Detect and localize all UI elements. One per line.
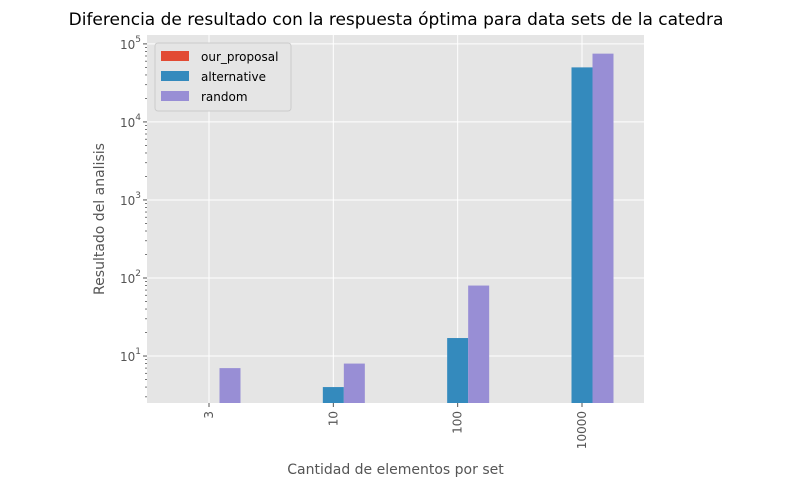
bar-alternative — [322, 387, 344, 403]
x-tick-label: 3 — [202, 411, 216, 419]
y-tick-label: 102 — [120, 269, 141, 286]
bar-alternative — [571, 67, 593, 403]
bar-alternative — [447, 338, 469, 403]
legend: our_proposal alternative random — [154, 42, 292, 112]
bar-random — [219, 368, 241, 403]
y-tick-label: 101 — [120, 347, 141, 364]
y-tick-label: 104 — [120, 113, 141, 130]
x-axis-label: Cantidad de elementos por set — [287, 462, 504, 478]
chart-title: Diferencia de resultado con la respuesta… — [69, 10, 724, 30]
x-tick-label: 10 — [326, 411, 340, 426]
legend-swatch — [161, 51, 189, 61]
legend-label: our_proposal — [201, 50, 278, 64]
bar-random — [468, 285, 490, 403]
x-axis-ticks: 3 10 100 10000 — [202, 403, 589, 449]
x-tick-label: 100 — [451, 411, 465, 434]
legend-label: random — [201, 90, 248, 104]
legend-swatch — [161, 91, 189, 101]
legend-swatch — [161, 71, 189, 81]
legend-label: alternative — [201, 70, 266, 84]
y-axis-ticks: 101 102 103 104 105 — [120, 35, 147, 398]
y-tick-label: 105 — [120, 35, 141, 52]
bars — [219, 53, 614, 403]
y-tick-label: 103 — [120, 191, 141, 208]
x-tick-label: 10000 — [575, 411, 589, 449]
bar-random — [592, 53, 614, 403]
y-axis-label: Resultado del analisis — [92, 143, 108, 295]
bar-random — [343, 363, 365, 403]
